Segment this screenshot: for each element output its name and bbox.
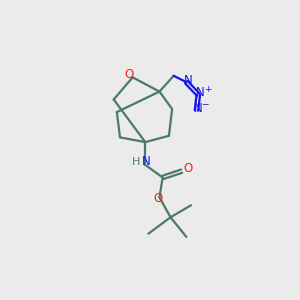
Text: O: O: [183, 161, 193, 175]
Text: N: N: [196, 86, 204, 99]
Text: N: N: [142, 155, 150, 168]
Text: O: O: [125, 68, 134, 81]
Text: +: +: [204, 85, 212, 94]
Text: N: N: [184, 74, 192, 87]
Text: N: N: [194, 102, 202, 115]
Text: H: H: [132, 157, 140, 167]
Text: O: O: [153, 192, 163, 206]
Text: −: −: [202, 100, 209, 109]
